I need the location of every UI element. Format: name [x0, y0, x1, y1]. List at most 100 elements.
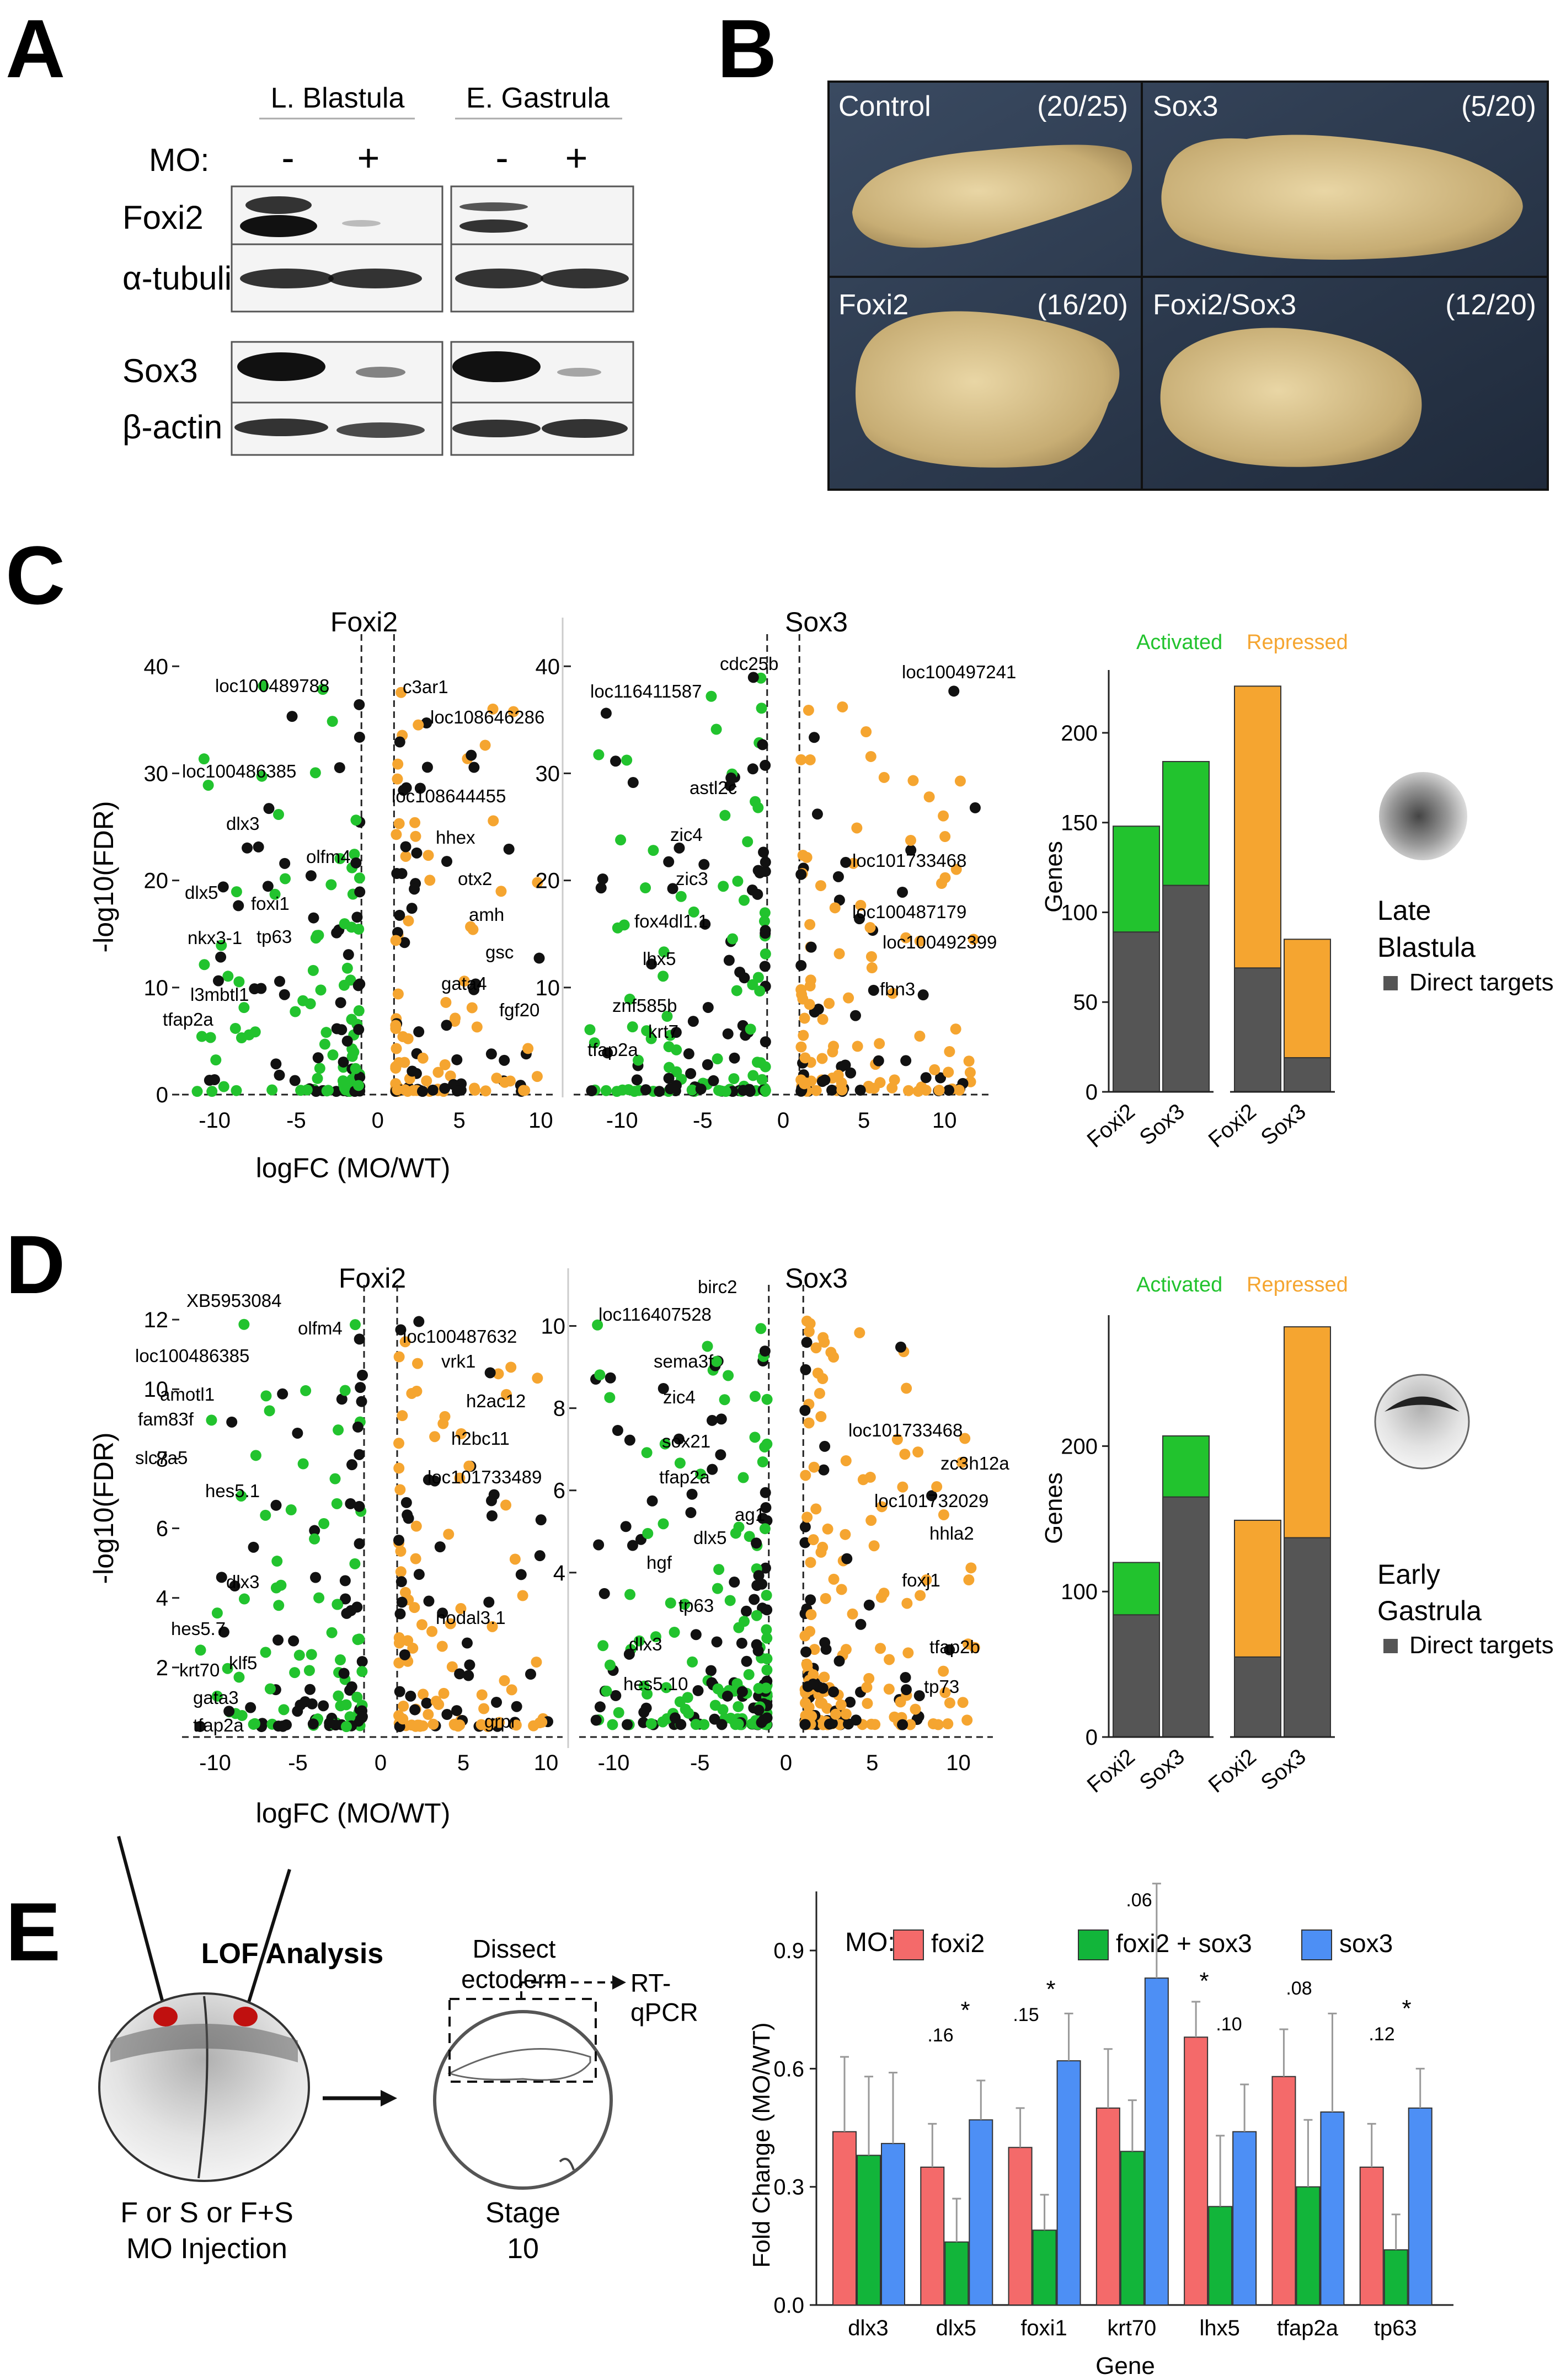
data-point [438, 1687, 450, 1699]
data-point [275, 1579, 287, 1591]
data-point [458, 975, 470, 987]
data-point [484, 1367, 496, 1379]
data-point [339, 1082, 350, 1094]
data-point [491, 1073, 503, 1084]
data-point [800, 1470, 811, 1481]
data-point [484, 1718, 495, 1730]
stage-label-gastrula: E. Gastrula [466, 82, 610, 114]
data-point [233, 976, 245, 988]
data-point [706, 1414, 718, 1426]
data-point [463, 1670, 474, 1681]
stage10-embryo [433, 1998, 613, 2190]
data-point [310, 1572, 322, 1583]
d-bar-repressed: Repressed [1247, 1273, 1348, 1296]
data-point [413, 1026, 425, 1038]
data-point [297, 1458, 309, 1470]
data-point [238, 1318, 250, 1330]
data-point [536, 1717, 548, 1728]
data-point [393, 1351, 405, 1363]
volcano-plots-c: -10 -5 0 5 10 0 10 20 30 40 -10 -5 0 5 10 10 20 30 40 [144, 634, 993, 1133]
data-point [485, 1048, 497, 1060]
data-point [399, 1057, 410, 1068]
data-point [338, 979, 350, 991]
data-point [627, 777, 639, 789]
data-point [279, 857, 291, 869]
data-point [324, 1717, 335, 1729]
data-point [503, 843, 515, 855]
d-gene-label: fam83f [138, 1409, 194, 1429]
data-point [931, 1481, 943, 1493]
data-point [331, 1023, 343, 1034]
c-gene-label: otx2 [458, 869, 492, 889]
data-point [732, 876, 744, 887]
data-point [317, 684, 329, 695]
data-point [318, 1700, 329, 1712]
data-point [624, 1589, 636, 1600]
data-point [483, 1596, 495, 1608]
data-point [620, 1521, 632, 1532]
d-gene-label: hhla2 [929, 1523, 974, 1543]
data-point [441, 856, 453, 867]
data-point [868, 984, 879, 996]
bar-direct [1234, 967, 1281, 1092]
data-point [633, 1635, 645, 1647]
d-gene-label: tp63 [678, 1595, 714, 1616]
data-point [413, 1569, 425, 1580]
data-point [731, 985, 742, 996]
data-point [258, 680, 269, 692]
y-tick-label: 0.3 [773, 2175, 804, 2200]
data-point [734, 966, 746, 978]
data-point [815, 880, 826, 892]
data-point [658, 971, 669, 982]
data-point [421, 1075, 432, 1087]
d-gene-label: tp73 [924, 1676, 959, 1697]
data-point [901, 1382, 912, 1394]
c-gene-label: nkx3-1 [188, 928, 242, 948]
data-point [595, 882, 607, 894]
data-point [253, 841, 264, 853]
two-cell-embryo [98, 1992, 310, 2182]
data-point [260, 1390, 272, 1402]
data-point [592, 1319, 603, 1331]
data-point [397, 1410, 408, 1422]
data-point [720, 1086, 731, 1097]
data-point [935, 1072, 947, 1084]
data-point [854, 1084, 866, 1096]
bar [1359, 2167, 1384, 2306]
data-point [733, 1701, 744, 1712]
data-point [712, 1583, 723, 1594]
data-point [446, 1661, 458, 1673]
c-gene-label: loc108646286 [430, 707, 544, 727]
c-gene-label: lhx5 [643, 948, 676, 969]
data-point [809, 732, 820, 743]
c-gene-label: znf585b [612, 995, 677, 1016]
data-point [673, 1433, 685, 1445]
stage-line2: 10 [507, 2233, 539, 2265]
data-point [353, 1023, 365, 1035]
y-tick-label: 4 [553, 1561, 565, 1585]
data-point [641, 1025, 653, 1037]
data-point [840, 856, 852, 868]
data-point [612, 1424, 623, 1436]
data-point [301, 1084, 313, 1096]
data-point [315, 984, 327, 996]
data-point [674, 1457, 686, 1469]
data-point [687, 1016, 699, 1027]
x-tick-label: 10 [534, 1751, 559, 1775]
data-point [399, 1586, 411, 1598]
data-point [799, 1078, 810, 1090]
data-point [202, 779, 214, 791]
data-point [816, 1053, 828, 1064]
data-point [354, 699, 365, 710]
data-point [206, 1414, 217, 1426]
y-tick-label: 200 [1061, 721, 1098, 746]
data-point [718, 881, 729, 892]
pvalue: .16 [927, 2025, 953, 2046]
data-point [266, 1084, 278, 1096]
data-point [196, 1031, 207, 1042]
data-point [760, 1502, 772, 1513]
data-point [849, 1010, 861, 1021]
x-tick-label: dlx5 [936, 2316, 976, 2340]
data-point [222, 1663, 233, 1674]
